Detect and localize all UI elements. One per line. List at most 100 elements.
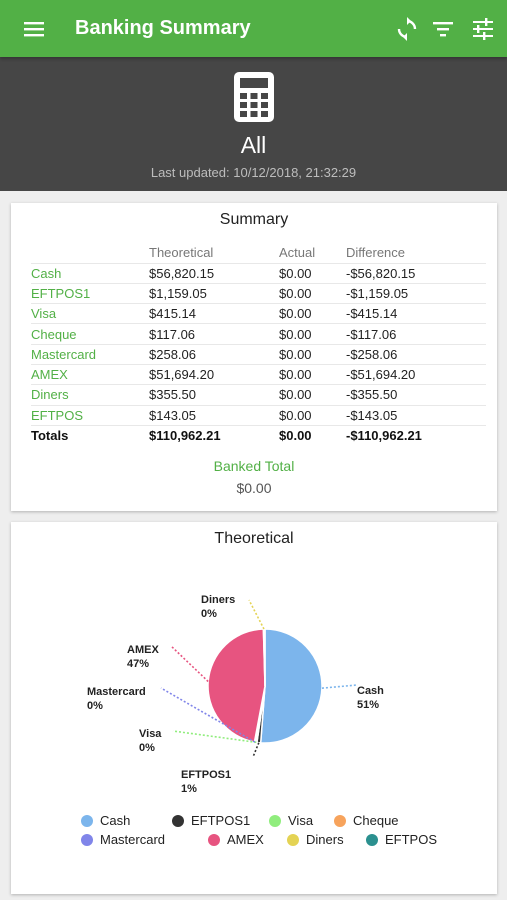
table-row: Cheque $117.06 $0.00 -$117.06 (31, 323, 486, 345)
legend-swatch (81, 833, 93, 846)
legend-swatch (81, 814, 93, 827)
slice-label-cash: Cash 51% (357, 684, 384, 712)
legend-label: Cash (100, 813, 131, 828)
actual-cell: $0.00 (279, 262, 346, 284)
actual-cell: $0.00 (279, 384, 346, 406)
legend-item-cheque[interactable]: Cheque (334, 813, 399, 828)
leader-line-amex (170, 645, 209, 683)
slice-label-name: EFTPOS1 (181, 769, 232, 781)
legend-item-cash[interactable]: Cash (81, 813, 130, 828)
slice-label-name: Visa (139, 728, 162, 740)
totals-row: Totals $110,962.21 $0.00 -$110,962.21 (31, 424, 486, 446)
slice-label-visa: Visa 0% (139, 727, 161, 755)
actual-cell: $0.00 (279, 424, 346, 446)
row-label: EFTPOS (31, 404, 149, 426)
legend-label: Diners (306, 832, 344, 847)
theoretical-cell: $1,159.05 (149, 282, 279, 304)
slice-label-diners: Diners 0% (201, 593, 235, 621)
table-row: EFTPOS $143.05 $0.00 -$143.05 (31, 404, 486, 426)
slice-label-percent: 0% (87, 700, 103, 712)
filter-icon[interactable] (430, 16, 456, 42)
legend-item-visa[interactable]: Visa (269, 813, 313, 828)
header-banner: All Last updated: 10/12/2018, 21:32:29 (0, 57, 507, 191)
chart-title: Theoretical (214, 530, 294, 547)
legend-swatch (287, 833, 299, 846)
legend-item-eftpos1[interactable]: EFTPOS1 (172, 813, 250, 828)
table-header-row: Theoretical Actual Difference (31, 243, 486, 263)
actual-cell: $0.00 (279, 282, 346, 304)
row-label: Cash (31, 262, 149, 284)
row-label: Mastercard (31, 343, 149, 365)
theoretical-chart-card: Theoretical Cash 51% EFTPOS1 1% Visa 0% Master… (11, 522, 497, 894)
slice-label-percent: 51% (357, 699, 380, 711)
legend-item-mastercard[interactable]: Mastercard (81, 832, 165, 847)
legend-label: EFTPOS (385, 832, 438, 847)
theoretical-cell: $355.50 (149, 384, 279, 406)
slice-label-name: AMEX (127, 644, 159, 656)
difference-cell: -$143.05 (346, 404, 486, 426)
app-bar: Banking Summary (0, 0, 507, 57)
slice-label-percent: 1% (181, 783, 197, 795)
theoretical-cell: $51,694.20 (149, 363, 279, 385)
legend-swatch (208, 833, 220, 846)
row-label: AMEX (31, 363, 149, 385)
actual-cell: $0.00 (279, 343, 346, 365)
leader-line-diners (248, 599, 265, 630)
legend-swatch (172, 814, 184, 827)
table-row: Cash $56,820.15 $0.00 -$56,820.15 (31, 262, 486, 284)
slice-label-amex: AMEX 47% (127, 643, 159, 671)
banked-total-value: $0.00 (236, 480, 272, 496)
difference-cell: -$258.06 (346, 343, 486, 365)
slice-label-percent: 47% (127, 658, 150, 670)
theoretical-cell: $56,820.15 (149, 262, 279, 284)
menu-icon[interactable] (22, 18, 46, 40)
pie-slice-cash[interactable] (259, 628, 323, 744)
summary-table: Theoretical Actual Difference Cash $56,82… (31, 243, 486, 446)
column-header-actual: Actual (279, 245, 316, 261)
table-row: AMEX $51,694.20 $0.00 -$51,694.20 (31, 363, 486, 385)
refresh-icon[interactable] (394, 16, 420, 42)
column-header-theoretical: Theoretical (149, 245, 214, 261)
legend-swatch (269, 814, 281, 827)
pie-chart (160, 599, 358, 758)
legend-label: Visa (288, 813, 314, 828)
row-label: Totals (31, 424, 149, 446)
summary-card: Summary Theoretical Actual Difference Ca… (11, 203, 497, 511)
slice-label-percent: 0% (139, 742, 155, 754)
difference-cell: -$110,962.21 (346, 424, 486, 446)
slice-label-eftpos1: EFTPOS1 1% (181, 768, 231, 796)
difference-cell: -$51,694.20 (346, 363, 486, 385)
pie-slice-amex[interactable] (207, 628, 266, 743)
theoretical-cell: $143.05 (149, 404, 279, 426)
difference-cell: -$1,159.05 (346, 282, 486, 304)
actual-cell: $0.00 (279, 323, 346, 345)
legend-label: AMEX (227, 832, 264, 847)
row-label: Visa (31, 303, 149, 324)
legend-item-diners[interactable]: Diners (287, 832, 344, 847)
legend-label: EFTPOS1 (191, 813, 251, 828)
row-label: Cheque (31, 323, 149, 345)
legend-swatch (366, 833, 378, 846)
theoretical-cell: $110,962.21 (149, 424, 279, 446)
slice-label-percent: 0% (201, 608, 217, 620)
difference-cell: -$56,820.15 (346, 262, 486, 284)
column-header-difference: Difference (346, 245, 406, 261)
difference-cell: -$415.14 (346, 303, 486, 324)
difference-cell: -$355.50 (346, 384, 486, 406)
legend-item-amex[interactable]: AMEX (208, 832, 264, 847)
actual-cell: $0.00 (279, 363, 346, 385)
difference-cell: -$117.06 (346, 323, 486, 345)
app-title: Banking Summary (75, 17, 251, 39)
legend-item-eftpos[interactable]: EFTPOS (366, 832, 437, 847)
table-row: Diners $355.50 $0.00 -$355.50 (31, 384, 486, 406)
tune-icon[interactable] (470, 16, 496, 42)
last-updated-text: Last updated: 10/12/2018, 21:32:29 (150, 165, 357, 180)
calculator-icon (234, 72, 274, 122)
theoretical-cell: $117.06 (149, 323, 279, 345)
slice-label-mastercard: Mastercard 0% (87, 685, 146, 713)
legend-label: Cheque (353, 813, 399, 828)
theoretical-cell: $415.14 (149, 303, 279, 324)
leader-line-eftpos1 (252, 742, 260, 758)
actual-cell: $0.00 (279, 404, 346, 426)
legend-label: Mastercard (100, 832, 166, 847)
